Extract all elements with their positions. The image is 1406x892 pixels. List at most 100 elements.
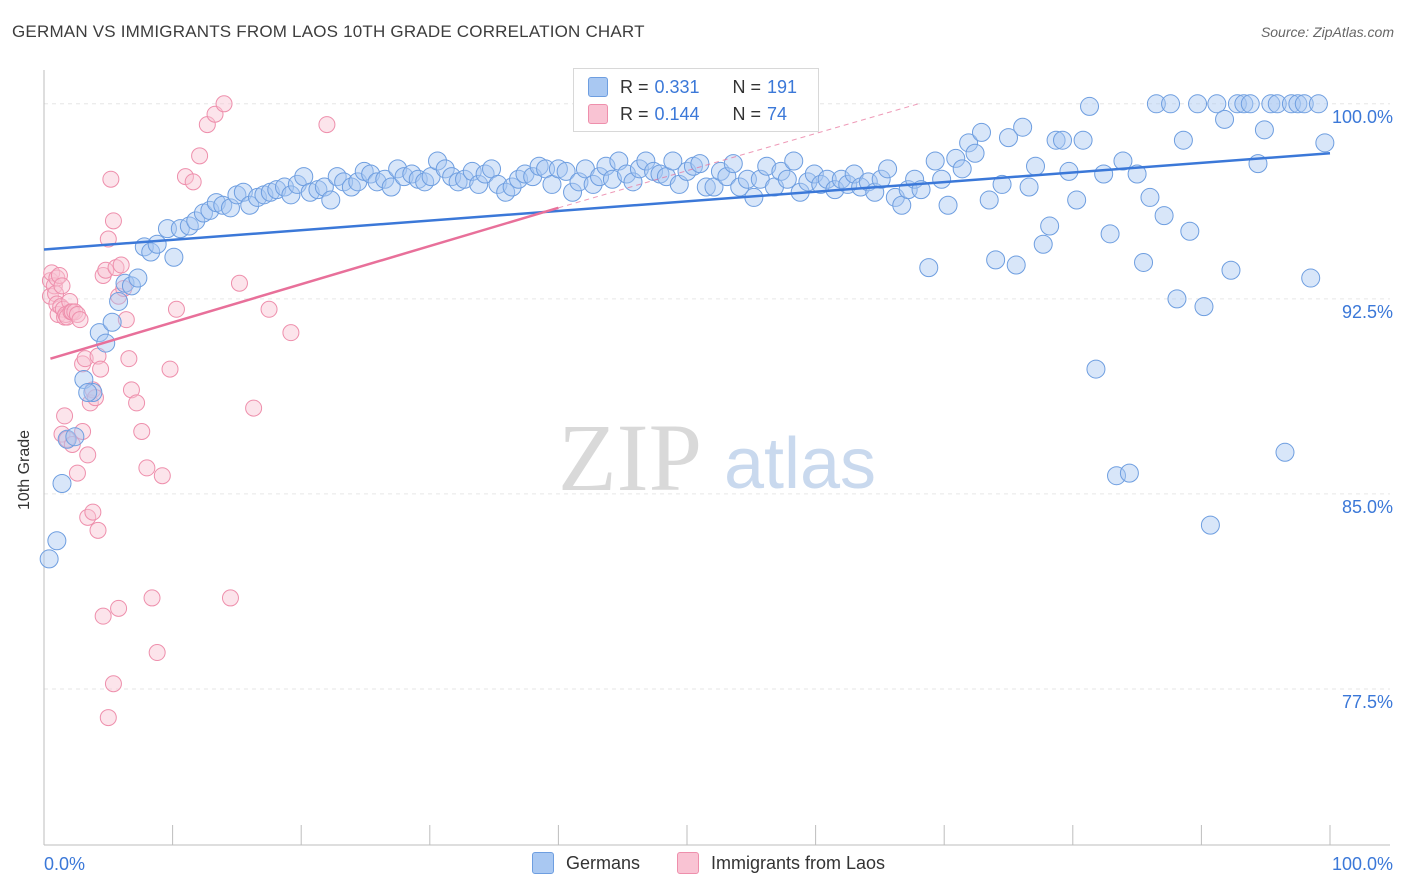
data-point-germans bbox=[1040, 216, 1060, 236]
data-point-germans bbox=[548, 159, 568, 179]
data-point-laos bbox=[56, 407, 74, 425]
data-point-germans bbox=[1154, 206, 1174, 226]
data-point-germans bbox=[1240, 94, 1260, 114]
data-point-germans bbox=[617, 164, 637, 184]
data-point-germans bbox=[971, 122, 991, 142]
data-point-germans bbox=[979, 190, 999, 210]
data-point-germans bbox=[200, 200, 220, 220]
legend-n-label: N = bbox=[732, 76, 762, 97]
data-point-laos bbox=[245, 399, 263, 417]
data-point-germans bbox=[179, 216, 199, 236]
data-point-germans bbox=[321, 190, 341, 210]
legend-swatch-germans bbox=[532, 852, 554, 874]
data-point-laos bbox=[184, 173, 202, 191]
data-point-laos bbox=[117, 311, 135, 329]
data-point-laos bbox=[79, 508, 97, 526]
data-point-germans bbox=[723, 154, 743, 174]
data-point-laos bbox=[161, 360, 179, 378]
legend-n-label: N = bbox=[732, 103, 762, 124]
data-point-laos bbox=[68, 464, 86, 482]
data-point-germans bbox=[952, 159, 972, 179]
data-point-germans bbox=[946, 148, 966, 168]
data-point-germans bbox=[1134, 252, 1154, 272]
legend-swatch-laos bbox=[588, 104, 608, 124]
data-point-germans bbox=[602, 169, 622, 189]
data-point-germans bbox=[502, 177, 522, 197]
data-point-germans bbox=[1275, 442, 1295, 462]
data-point-germans bbox=[428, 151, 448, 171]
data-point-germans bbox=[267, 180, 287, 200]
data-point-germans bbox=[1140, 187, 1160, 207]
legend-label-germans: Germans bbox=[566, 852, 641, 873]
legend-swatch-laos bbox=[677, 852, 699, 874]
tick-labels: 77.5% 85.0% 92.5% 100.0% 0.0% 100.0% bbox=[44, 107, 1393, 874]
source-label: Source: ZipAtlas.com bbox=[1260, 24, 1394, 40]
data-point-laos bbox=[79, 446, 97, 464]
data-point-germans bbox=[488, 174, 508, 194]
data-point-germans bbox=[1200, 515, 1220, 535]
data-point-germans bbox=[367, 172, 387, 192]
data-point-laos bbox=[221, 589, 239, 607]
legend-item-laos[interactable]: Immigrants from Laos bbox=[677, 852, 885, 874]
data-point-germans bbox=[47, 531, 67, 551]
data-point-laos bbox=[133, 422, 151, 440]
data-point-laos bbox=[84, 503, 102, 521]
legend-row-germans: R = 0.331 N = 191 bbox=[588, 75, 797, 99]
x-tick-label-max: 100.0% bbox=[1332, 854, 1393, 874]
data-point-germans bbox=[1113, 151, 1133, 171]
data-point-germans bbox=[583, 174, 603, 194]
data-point-germans bbox=[141, 242, 161, 262]
data-point-germans bbox=[1067, 190, 1087, 210]
legend-r-value-laos: 0.144 bbox=[654, 103, 700, 124]
data-point-germans bbox=[109, 291, 129, 311]
data-point-germans bbox=[1080, 96, 1100, 116]
data-point-germans bbox=[281, 185, 301, 205]
data-point-germans bbox=[1073, 130, 1093, 150]
data-point-laos bbox=[94, 607, 112, 625]
data-point-germans bbox=[1207, 94, 1227, 114]
data-point-germans bbox=[361, 164, 381, 184]
legend-n-value-laos: 74 bbox=[767, 103, 788, 124]
trend-lines bbox=[43, 103, 1331, 360]
data-point-laos bbox=[122, 381, 140, 399]
data-point-germans bbox=[1100, 224, 1120, 244]
data-point-laos bbox=[53, 277, 71, 295]
data-point-germans bbox=[327, 167, 347, 187]
data-point-laos bbox=[153, 467, 171, 485]
data-point-germans bbox=[435, 159, 455, 179]
data-point-germans bbox=[992, 174, 1012, 194]
correlation-legend: R = 0.331 N = 191 R = 0.144 N = 74 bbox=[573, 68, 819, 132]
data-point-germans bbox=[811, 174, 831, 194]
data-point-germans bbox=[1046, 130, 1066, 150]
data-point-germans bbox=[1234, 94, 1254, 114]
data-point-germans bbox=[563, 182, 583, 202]
legend-item-germans[interactable]: Germans bbox=[532, 852, 640, 874]
data-point-laos bbox=[143, 589, 161, 607]
data-point-germans bbox=[784, 151, 804, 171]
series-germans-points bbox=[39, 94, 1335, 569]
data-point-germans bbox=[164, 247, 184, 267]
data-point-germans bbox=[1188, 94, 1208, 114]
data-point-germans bbox=[1288, 94, 1308, 114]
data-point-germans bbox=[871, 169, 891, 189]
legend-r-label: R = bbox=[620, 103, 649, 124]
data-point-laos bbox=[112, 256, 130, 274]
data-point-germans bbox=[394, 167, 414, 187]
data-point-germans bbox=[388, 159, 408, 179]
data-point-germans bbox=[1221, 260, 1241, 280]
data-point-germans bbox=[925, 151, 945, 171]
data-point-laos bbox=[148, 644, 166, 662]
legend-label-laos: Immigrants from Laos bbox=[711, 852, 886, 873]
watermark-zip: ZIP bbox=[558, 404, 702, 511]
legend-r-label: R = bbox=[620, 76, 649, 97]
data-point-germans bbox=[1173, 130, 1193, 150]
data-point-germans bbox=[455, 169, 475, 189]
data-point-germans bbox=[375, 169, 395, 189]
data-point-germans bbox=[509, 169, 529, 189]
data-point-germans bbox=[240, 195, 260, 215]
data-point-germans bbox=[777, 169, 797, 189]
data-point-germans bbox=[831, 169, 851, 189]
data-point-laos bbox=[99, 709, 117, 727]
data-point-laos bbox=[104, 212, 122, 230]
data-point-laos bbox=[128, 394, 146, 412]
